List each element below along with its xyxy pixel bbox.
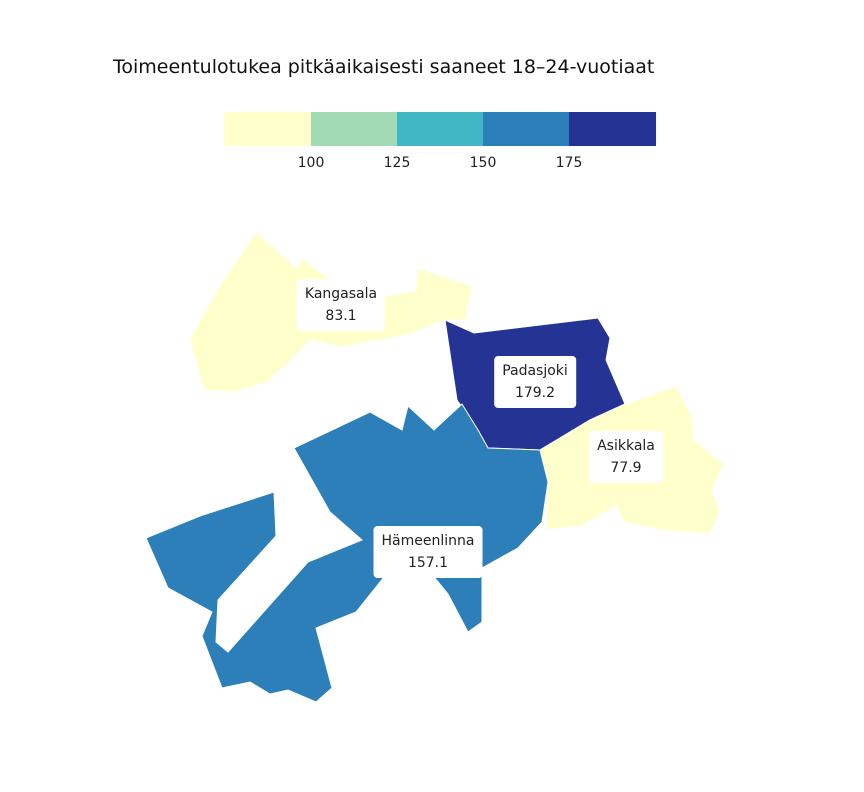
region-hameenlinna[interactable] xyxy=(145,403,549,703)
label-padasjoki: Padasjoki 179.2 xyxy=(494,356,576,408)
label-kangasala: Kangasala 83.1 xyxy=(296,279,386,331)
label-hameenlinna: Hämeenlinna 157.1 xyxy=(373,526,483,578)
legend-swatch-4 xyxy=(483,112,570,146)
region-name: Hämeenlinna xyxy=(381,533,475,549)
region-value: 179.2 xyxy=(514,385,556,401)
label-asikkala: Asikkala 77.9 xyxy=(589,431,663,483)
map-title: Toimeentulotukea pitkäaikaisesti saaneet… xyxy=(113,56,655,78)
legend-swatch-2 xyxy=(311,112,398,146)
region-name: Padasjoki xyxy=(502,363,568,379)
region-name: Kangasala xyxy=(304,286,378,302)
legend-swatch-1 xyxy=(224,112,311,146)
legend-tick-175: 175 xyxy=(555,155,583,171)
legend-swatch-5 xyxy=(569,112,656,146)
legend-tick-125: 125 xyxy=(383,155,411,171)
region-value: 157.1 xyxy=(407,555,449,571)
legend-tick-100: 100 xyxy=(297,155,325,171)
legend-swatch-3 xyxy=(397,112,484,146)
region-name: Asikkala xyxy=(597,438,655,454)
region-value: 83.1 xyxy=(325,308,357,324)
legend-tick-150: 150 xyxy=(469,155,497,171)
region-value: 77.9 xyxy=(610,460,642,476)
